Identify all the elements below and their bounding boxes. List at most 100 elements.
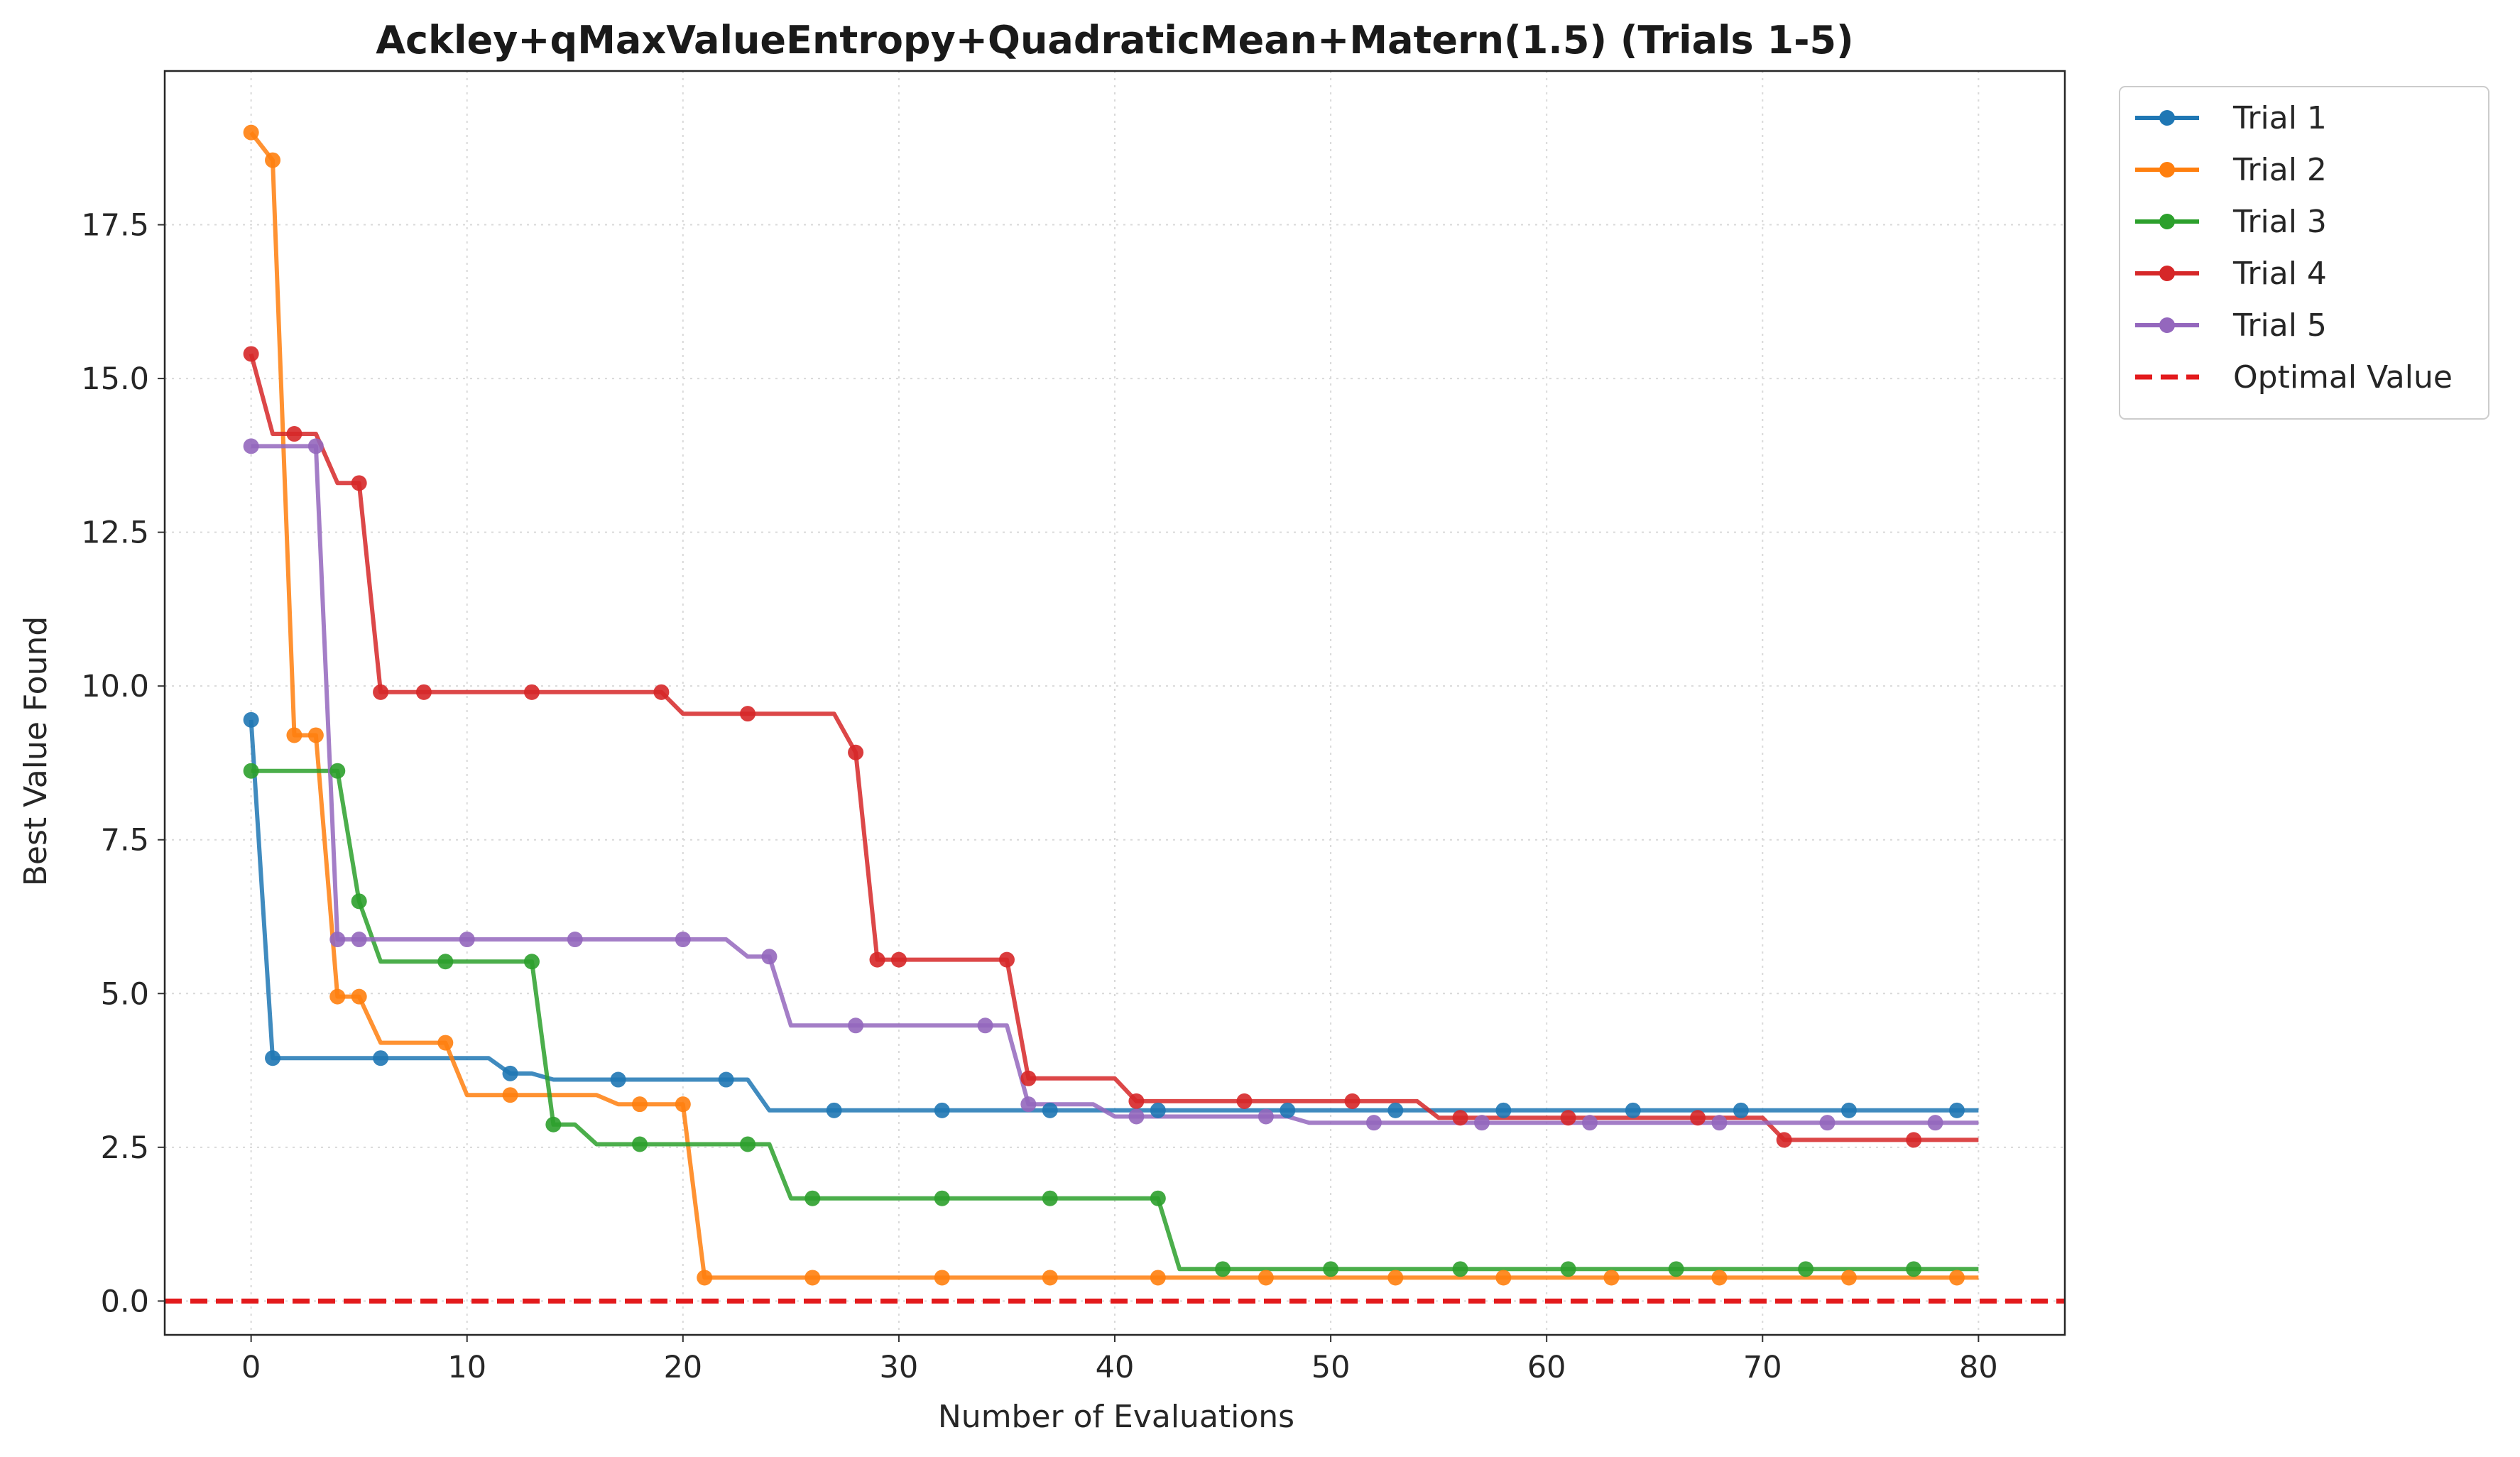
data-point-trial-5 [307,438,324,454]
data-point-trial-1 [265,1050,281,1066]
data-point-trial-4 [243,346,259,362]
y-axis-ticks: 0.0 2.5 5.0 7.5 10.0 12.5 15.0 17.5 [81,208,165,1319]
data-point-trial-4 [1906,1132,1922,1148]
data-point-trial-5 [1128,1108,1145,1125]
data-point-trial-1 [1733,1102,1749,1118]
series-markers [243,124,1965,1286]
data-point-trial-3 [632,1136,648,1152]
data-point-trial-2 [307,727,324,743]
data-point-trial-4 [351,475,367,491]
x-tick-label: 20 [663,1350,702,1385]
data-point-trial-2 [1042,1270,1058,1286]
x-tick-label: 30 [880,1350,919,1385]
data-point-trial-2 [329,988,346,1005]
data-point-trial-1 [934,1102,950,1118]
data-point-trial-2 [502,1087,518,1103]
data-point-trial-2 [243,124,259,141]
data-point-trial-1 [1840,1102,1857,1118]
legend-label: Trial 1 [2232,100,2327,136]
data-point-trial-2 [286,727,302,743]
data-point-trial-3 [804,1190,821,1206]
x-tick-label: 0 [241,1350,261,1385]
data-point-trial-5 [1711,1115,1728,1131]
data-point-trial-5 [1927,1115,1943,1131]
legend-label: Optimal Value [2233,359,2453,395]
data-point-trial-4 [890,951,907,968]
x-tick-label: 70 [1743,1350,1782,1385]
data-point-trial-5 [351,932,367,948]
x-tick-label: 80 [1959,1350,1998,1385]
data-point-trial-5 [848,1017,864,1034]
series-line-trial-4 [249,353,1979,1142]
x-tick-label: 50 [1311,1350,1351,1385]
x-tick-label: 40 [1096,1350,1135,1385]
data-point-trial-4 [653,684,670,700]
legend-label: Trial 5 [2232,307,2327,344]
data-point-trial-3 [1560,1261,1576,1277]
data-point-trial-4 [998,951,1015,968]
data-point-trial-1 [243,711,259,728]
y-tick-label: 15.0 [81,361,149,397]
data-point-trial-4 [848,744,864,760]
x-tick-label: 10 [447,1350,486,1385]
y-tick-label: 10.0 [81,669,149,704]
data-point-trial-3 [1452,1261,1468,1277]
data-point-trial-3 [243,763,259,779]
grid [165,71,2065,1335]
data-point-trial-5 [1020,1096,1037,1113]
data-point-trial-2 [632,1096,648,1113]
data-point-trial-4 [1236,1093,1253,1109]
data-point-trial-2 [1387,1270,1404,1286]
legend-marker [2159,266,2175,281]
data-point-trial-3 [1215,1261,1231,1277]
legend-box [2119,86,2489,420]
data-point-trial-1 [1387,1102,1404,1118]
data-point-trial-4 [740,706,756,722]
data-point-trial-2 [697,1270,713,1286]
data-point-trial-4 [869,951,885,968]
data-point-trial-5 [1582,1115,1598,1131]
x-axis-ticks: 0 10 20 30 40 50 60 70 80 [241,1335,1998,1385]
data-point-trial-4 [1344,1093,1360,1109]
legend-marker [2159,317,2175,333]
data-point-trial-4 [1776,1132,1792,1148]
data-point-trial-2 [1948,1270,1965,1286]
data-point-trial-2 [351,988,367,1005]
data-point-trial-4 [1452,1110,1468,1126]
data-point-trial-2 [1603,1270,1620,1286]
data-point-trial-3 [1150,1190,1166,1206]
data-point-trial-1 [1495,1102,1512,1118]
data-point-trial-1 [718,1071,734,1088]
data-point-trial-5 [1473,1115,1490,1131]
data-point-trial-5 [1258,1108,1274,1125]
data-point-trial-3 [1798,1261,1814,1277]
data-point-trial-2 [1150,1270,1166,1286]
chart-title: Ackley+qMaxValueEntropy+QuadraticMean+Ma… [376,18,1853,62]
data-point-trial-2 [1495,1270,1512,1286]
data-point-trial-3 [545,1116,562,1133]
legend-label: Trial 3 [2232,204,2327,240]
plot-frame [163,70,2066,1336]
data-point-trial-1 [610,1071,626,1088]
data-point-trial-3 [1323,1261,1339,1277]
data-point-trial-5 [329,932,346,948]
y-tick-label: 12.5 [81,515,149,551]
series-lines [165,131,2065,1304]
data-point-trial-3 [1042,1190,1058,1206]
data-point-trial-2 [437,1035,454,1051]
data-point-trial-2 [804,1270,821,1286]
y-axis-label: Best Value Found [18,616,54,887]
data-point-trial-1 [826,1102,842,1118]
data-point-trial-5 [977,1017,993,1034]
data-point-trial-4 [1128,1093,1145,1109]
data-point-trial-1 [1948,1102,1965,1118]
data-point-trial-1 [373,1050,389,1066]
data-point-trial-2 [265,152,281,168]
y-tick-label: 0.0 [101,1284,149,1319]
data-point-trial-5 [459,932,475,948]
y-tick-label: 5.0 [101,976,149,1012]
data-point-trial-4 [1020,1070,1037,1086]
data-point-trial-2 [1711,1270,1728,1286]
data-point-trial-4 [1560,1110,1576,1126]
data-point-trial-2 [675,1096,691,1113]
